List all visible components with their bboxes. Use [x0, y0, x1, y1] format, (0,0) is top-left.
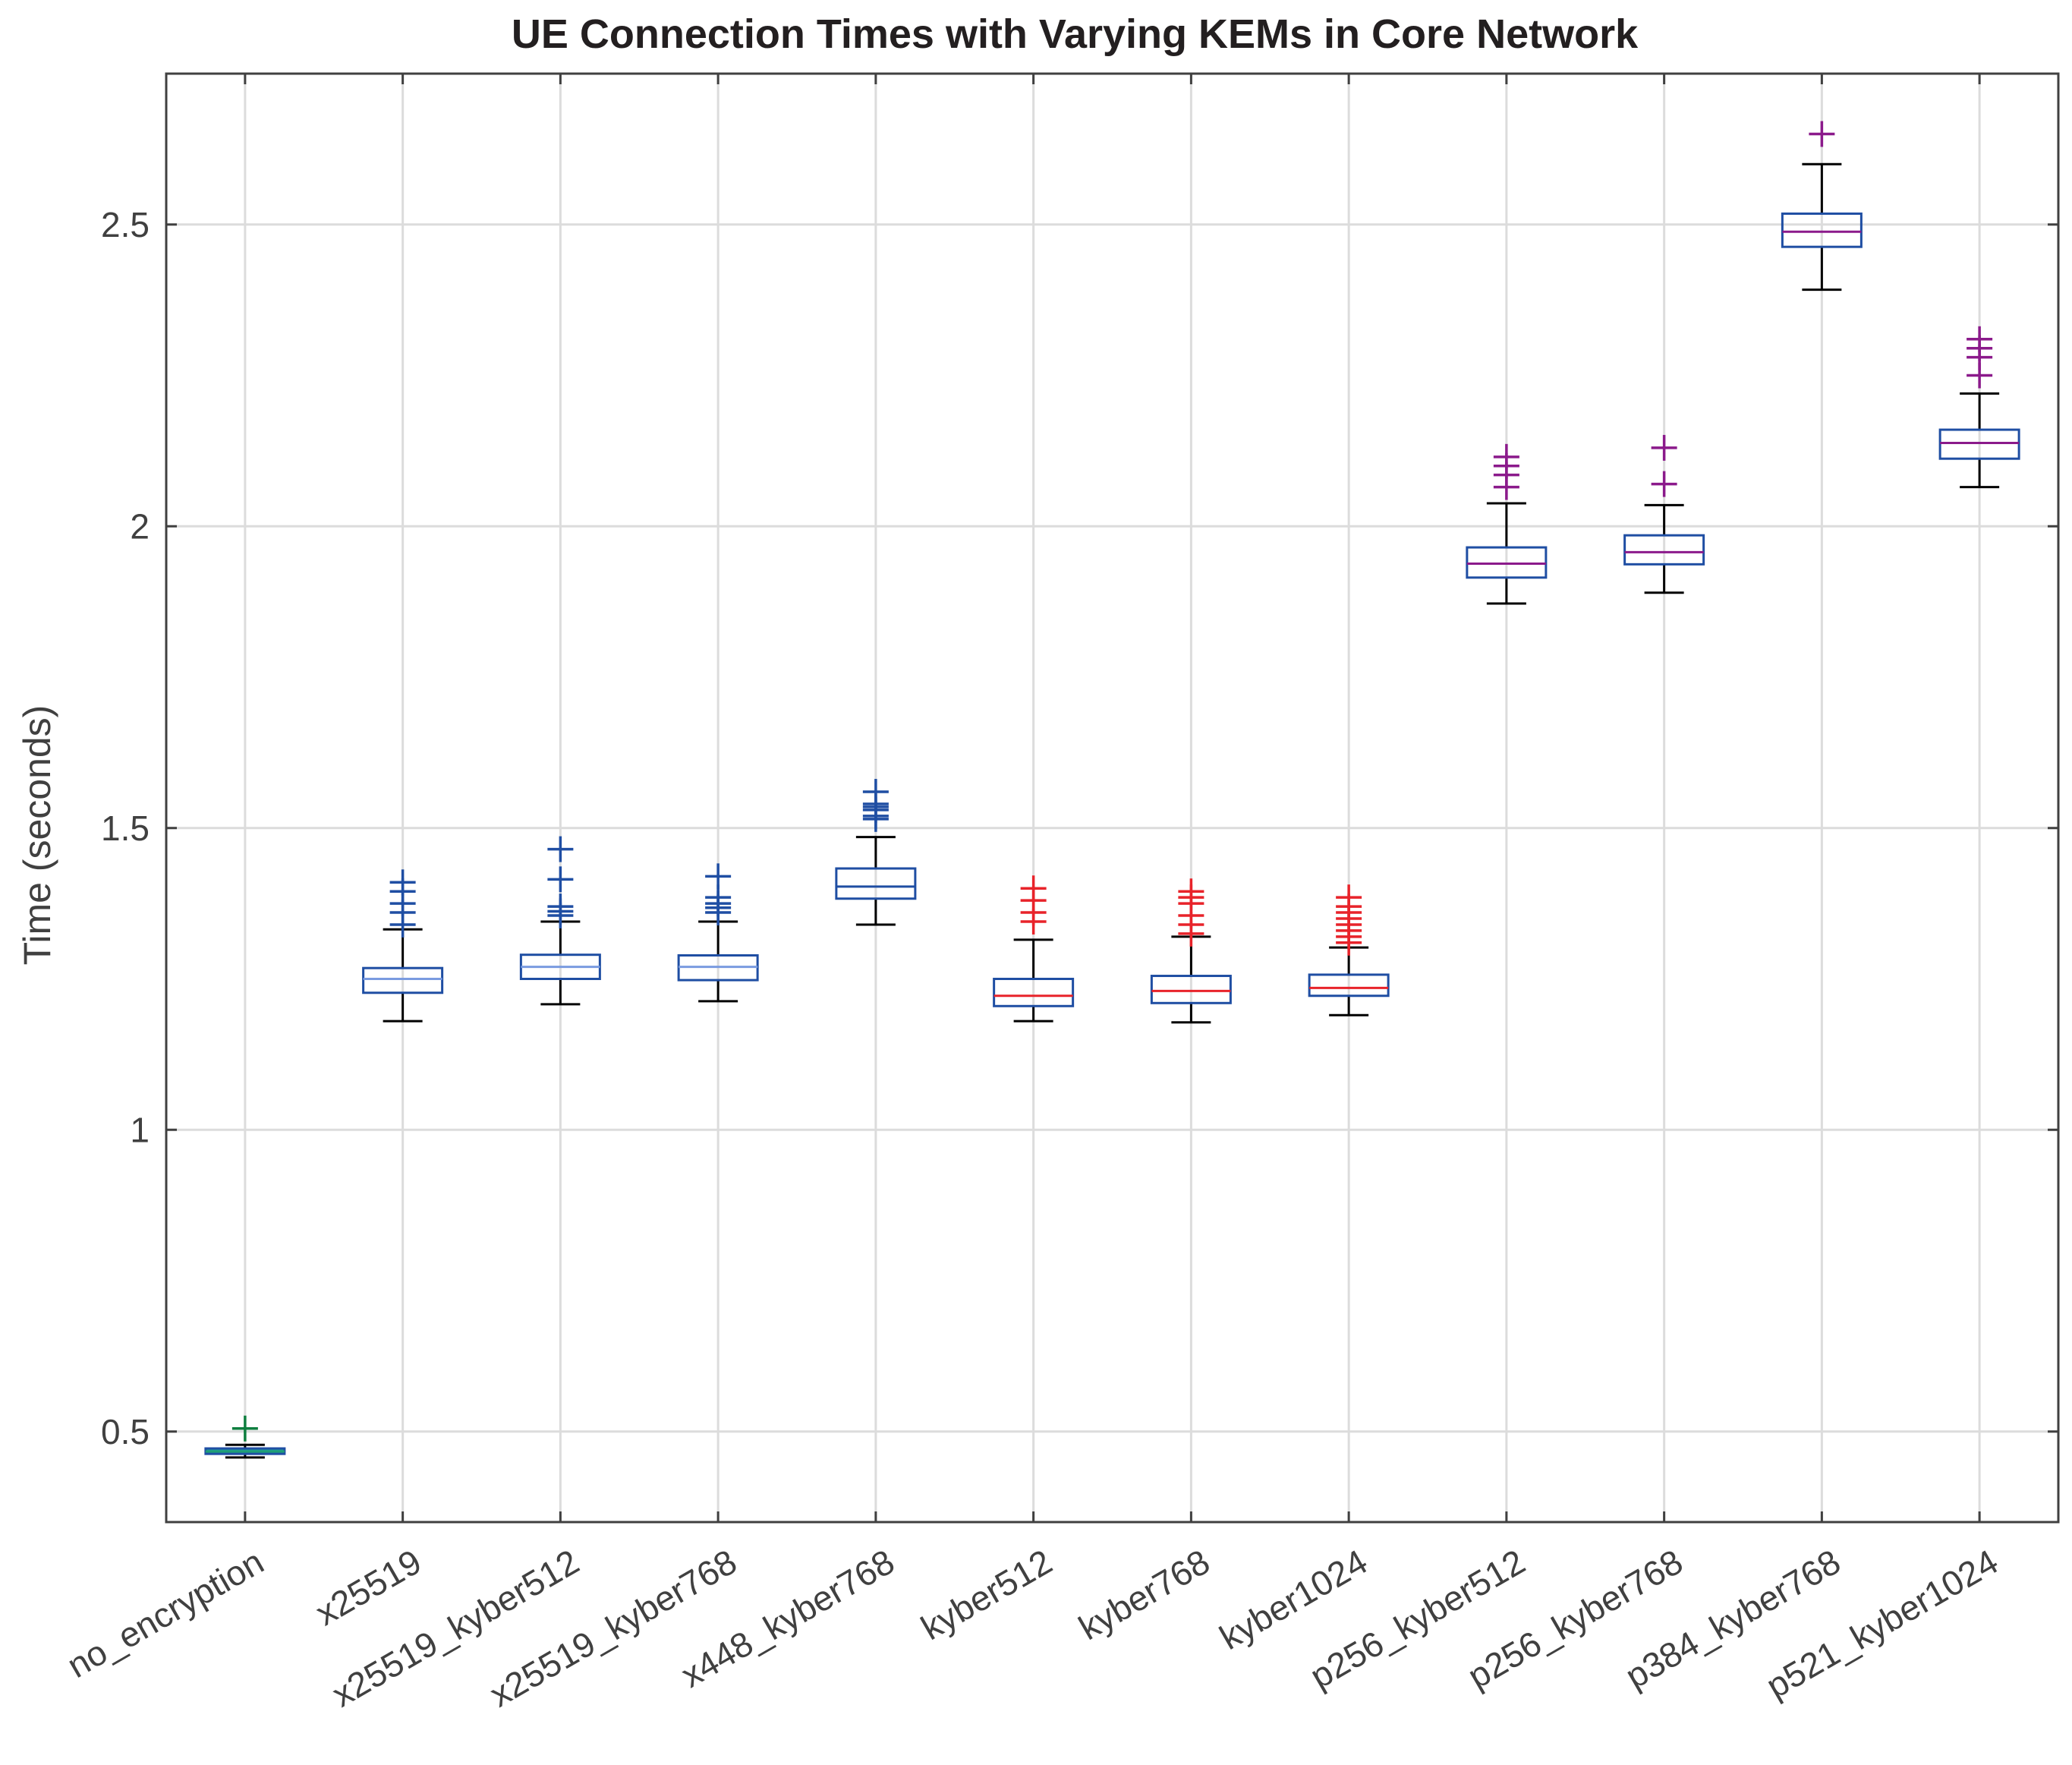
box-iqr — [993, 978, 1075, 1007]
outlier-marker — [705, 863, 732, 890]
y-tick-label: 1 — [130, 1110, 150, 1149]
box-iqr — [1308, 973, 1390, 998]
box-group — [835, 779, 917, 926]
outlier-marker — [1809, 121, 1835, 147]
outlier-marker — [547, 894, 574, 920]
box-group — [1308, 884, 1390, 1016]
x-tick-label: kyber768 — [1072, 1542, 1216, 1648]
chart-title: UE Connection Times with Varying KEMs in… — [512, 11, 1639, 57]
box-group — [1466, 443, 1548, 605]
outlier-marker — [1493, 443, 1519, 470]
box-group — [677, 863, 759, 1003]
grid-layer — [166, 74, 2058, 1522]
y-axis-label: Time (seconds) — [16, 705, 58, 966]
x-tick-label: no_encryption — [61, 1542, 270, 1686]
box-group — [204, 1415, 286, 1459]
outlier-marker — [547, 836, 574, 862]
y-tick-label: 2.5 — [101, 205, 150, 244]
box-group — [1781, 121, 1863, 292]
y-tick-label: 0.5 — [101, 1412, 150, 1451]
plot-frame — [165, 72, 2060, 1524]
box-group — [362, 869, 444, 1023]
outlier-marker — [1178, 878, 1204, 905]
outlier-marker — [1336, 884, 1362, 911]
box-iqr — [1623, 534, 1705, 566]
outlier-marker — [1020, 875, 1047, 902]
box-iqr — [1938, 428, 2020, 460]
box-group — [1623, 434, 1705, 594]
box-group — [1938, 326, 2020, 489]
x-tick-label: x25519 — [309, 1542, 428, 1633]
outlier-marker — [1967, 326, 1993, 352]
box-group — [1150, 878, 1232, 1024]
outlier-marker — [389, 869, 416, 896]
box-iqr — [362, 966, 444, 994]
outlier-marker — [862, 779, 889, 805]
x-tick-label: kyber512 — [915, 1542, 1059, 1648]
box-iqr — [1466, 546, 1548, 579]
outlier-marker — [1651, 471, 1677, 497]
y-tick-label: 2 — [130, 506, 150, 546]
axes: 0.511.522.5no_encryption x25519x25519_kyb… — [61, 74, 2058, 1715]
box-group — [993, 875, 1075, 1023]
y-tick-label: 1.5 — [101, 808, 150, 848]
outlier-marker — [231, 1415, 258, 1442]
box-iqr — [1150, 975, 1232, 1004]
outlier-marker — [1651, 434, 1677, 461]
outlier-marker — [547, 866, 574, 893]
box-iqr — [1781, 212, 1863, 248]
box-group — [519, 836, 601, 1006]
box-iqr — [835, 867, 917, 900]
plot-area — [204, 121, 2020, 1459]
